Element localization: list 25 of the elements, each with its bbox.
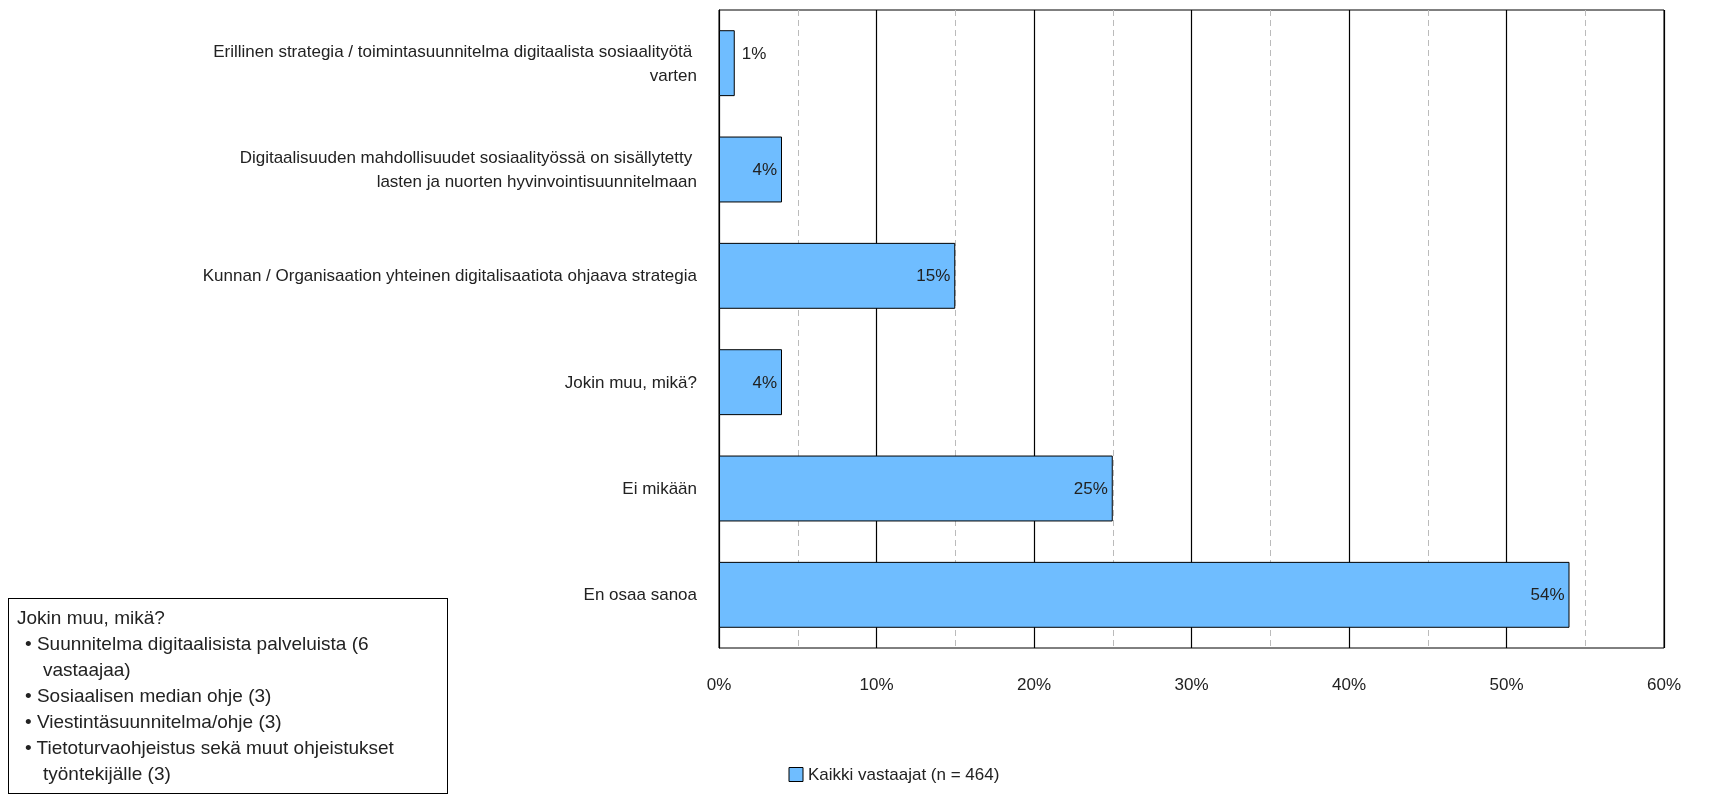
data-label: 15%: [916, 266, 951, 286]
x-tick-label: 30%: [1174, 675, 1209, 694]
y-tick-label: En osaa sanoa: [583, 585, 698, 605]
x-tick-label: 10%: [859, 675, 894, 694]
text: • Tietoturvaohjeistus sekä muut ohjeistukset työntekijälle (3): [24, 736, 395, 786]
x-tick-label: 20%: [1016, 675, 1052, 694]
data-label: 54%: [1530, 585, 1565, 605]
text: • Suunnitelma digitaalisista palveluista (6 vastaajaa): [24, 632, 370, 682]
y-tick-label: Digitaalisuuden mahdollisuudet sosiaalityössä on sisällytetty lasten ja nuorten hyvinvointisuunnitelmaan: [239, 148, 697, 191]
x-tick-label: 0%: [706, 675, 732, 694]
text: • Viestintäsuunnitelma/ohje (3): [24, 710, 283, 734]
y-tick-label: Jokin muu, mikä?: [564, 372, 697, 392]
data-label: 4%: [752, 160, 777, 179]
data-label: 1%: [741, 43, 767, 63]
x-tick-label: 40%: [1331, 675, 1367, 694]
y-tick-label: Ei mikään: [622, 479, 697, 498]
y-tick-label: Kunnan / Organisaation yhteinen digitalisaatiota ohjaava strategia: [202, 266, 698, 286]
x-tick-label: 50%: [1489, 675, 1524, 694]
data-label: 4%: [752, 372, 777, 392]
x-tick-label: 60%: [1646, 675, 1682, 694]
y-tick-label: Erillinen strategia / toimintasuunnitelma digitaalista sosiaalityötä varten: [213, 41, 697, 85]
text: • Sosiaalisen median ohje (3): [24, 684, 273, 708]
legend-label: Kaikki vastaajat (n = 464): [808, 765, 1000, 784]
text: Jokin muu, mikä?: [17, 606, 166, 630]
data-label: 25%: [1073, 479, 1108, 498]
